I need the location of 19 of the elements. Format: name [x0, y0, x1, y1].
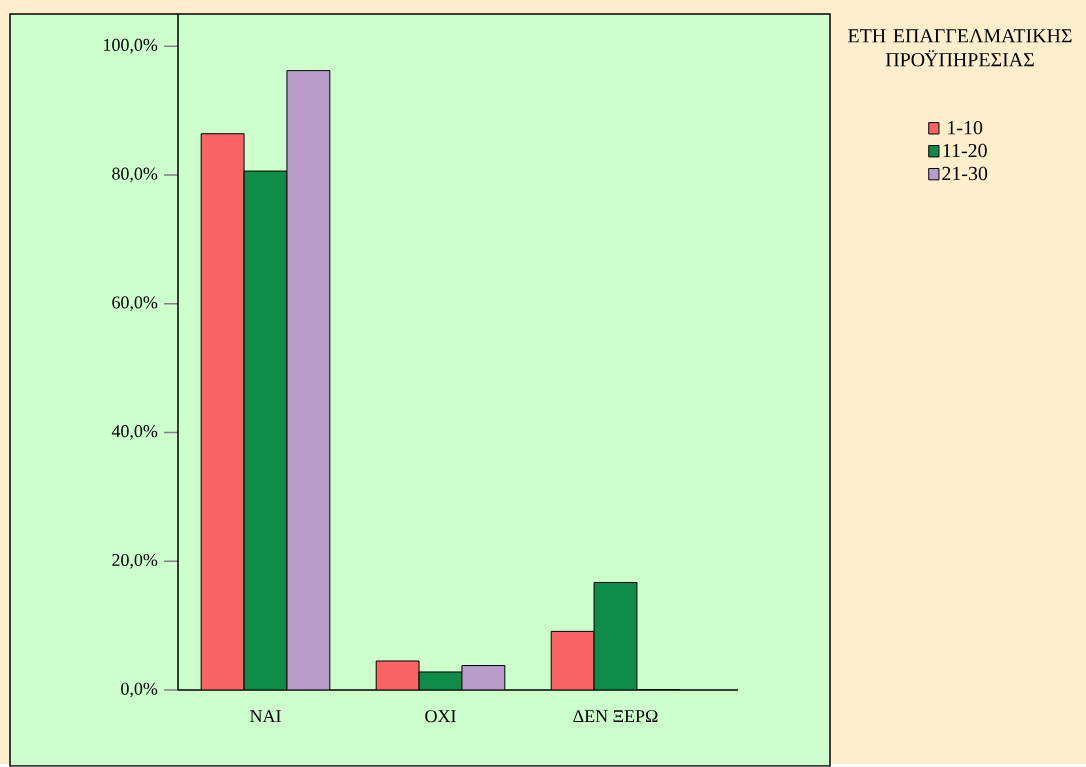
y-tick-label: 0,0% — [121, 682, 158, 698]
bar — [243, 170, 288, 691]
y-tick-label: 60,0% — [112, 296, 158, 312]
y-tick-label: 80,0% — [112, 167, 158, 183]
x-tick-label: ΔΕΝ ΞΕΡΩ — [573, 710, 658, 723]
bar — [550, 631, 595, 691]
bar — [593, 582, 638, 691]
bar — [200, 133, 245, 691]
x-tick-label: ΝΑΙ — [250, 710, 281, 723]
legend-label: 1-10 — [948, 121, 983, 135]
bar — [286, 70, 331, 691]
bar — [461, 665, 506, 691]
legend-label: 21-30 — [942, 166, 988, 181]
y-tick-label: 20,0% — [112, 554, 158, 569]
y-tick-label: 100,0% — [104, 38, 158, 54]
y-tick-label: 40,0% — [111, 425, 158, 440]
legend-label: 11-20 — [943, 143, 987, 158]
legend-title: ΕΤΗ ΕΠΑΓΓΕΛΜΑΤΙΚΗΣ ΠΡΟΫΠΗΡΕΣΙΑΣ — [848, 29, 1072, 67]
x-tick-label: ΟΧΙ — [425, 710, 456, 723]
